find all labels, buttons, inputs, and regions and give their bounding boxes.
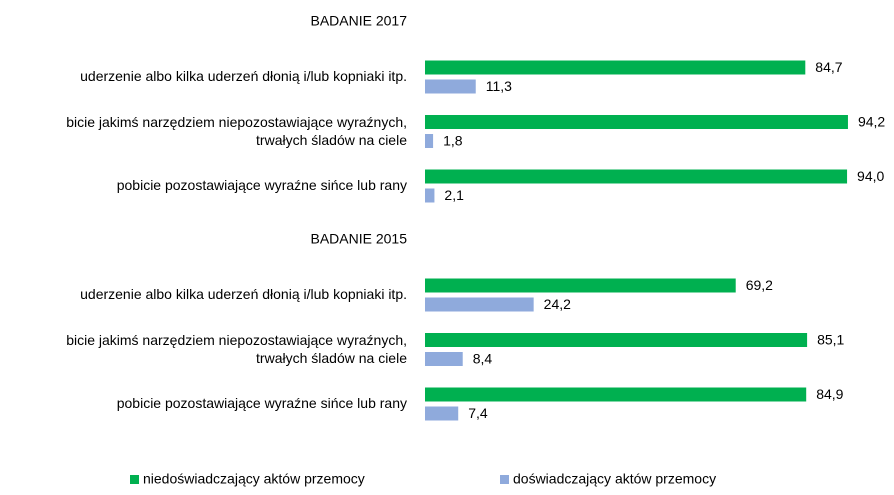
bar	[425, 406, 459, 421]
value-label: 84,9	[816, 386, 843, 402]
category-label: uderzenie albo kilka uderzeń dłonią i/lu…	[80, 286, 407, 302]
bar	[425, 387, 807, 402]
value-label: 85,1	[817, 332, 844, 348]
category-label: uderzenie albo kilka uderzeń dłonią i/lu…	[80, 68, 407, 84]
value-label: 1,8	[443, 133, 463, 149]
legend-label: niedoświadczający aktów przemocy	[143, 471, 365, 487]
bar	[425, 169, 848, 184]
bar	[425, 333, 808, 347]
value-label: 11,3	[486, 78, 512, 94]
bar	[425, 79, 476, 94]
category-label: pobicie pozostawiające wyraźne sińce lub…	[117, 177, 407, 193]
value-label: 7,4	[468, 405, 488, 421]
value-label: 2,1	[444, 187, 464, 203]
bar	[425, 297, 534, 312]
section-header: BADANIE 2015	[311, 231, 408, 247]
value-label: 24,2	[544, 296, 571, 312]
bar	[425, 352, 463, 366]
value-label: 8,4	[473, 351, 493, 367]
value-label: 84,7	[815, 59, 842, 75]
value-label: 94,0	[857, 168, 884, 184]
legend-swatch	[500, 475, 509, 484]
bar	[425, 60, 806, 75]
value-label: 69,2	[746, 277, 773, 293]
bar	[425, 188, 435, 203]
category-label: bicie jakimś narzędziem niepozostawiając…	[66, 114, 407, 148]
bar	[425, 278, 736, 293]
legend-swatch	[130, 475, 139, 484]
category-label: bicie jakimś narzędziem niepozostawiając…	[66, 332, 407, 366]
bar	[425, 115, 848, 129]
category-label: pobicie pozostawiające wyraźne sińce lub…	[117, 395, 407, 411]
bar	[425, 134, 434, 148]
legend-label: doświadczający aktów przemocy	[513, 471, 716, 487]
section-header: BADANIE 2017	[311, 13, 408, 29]
value-label: 94,2	[858, 114, 885, 130]
